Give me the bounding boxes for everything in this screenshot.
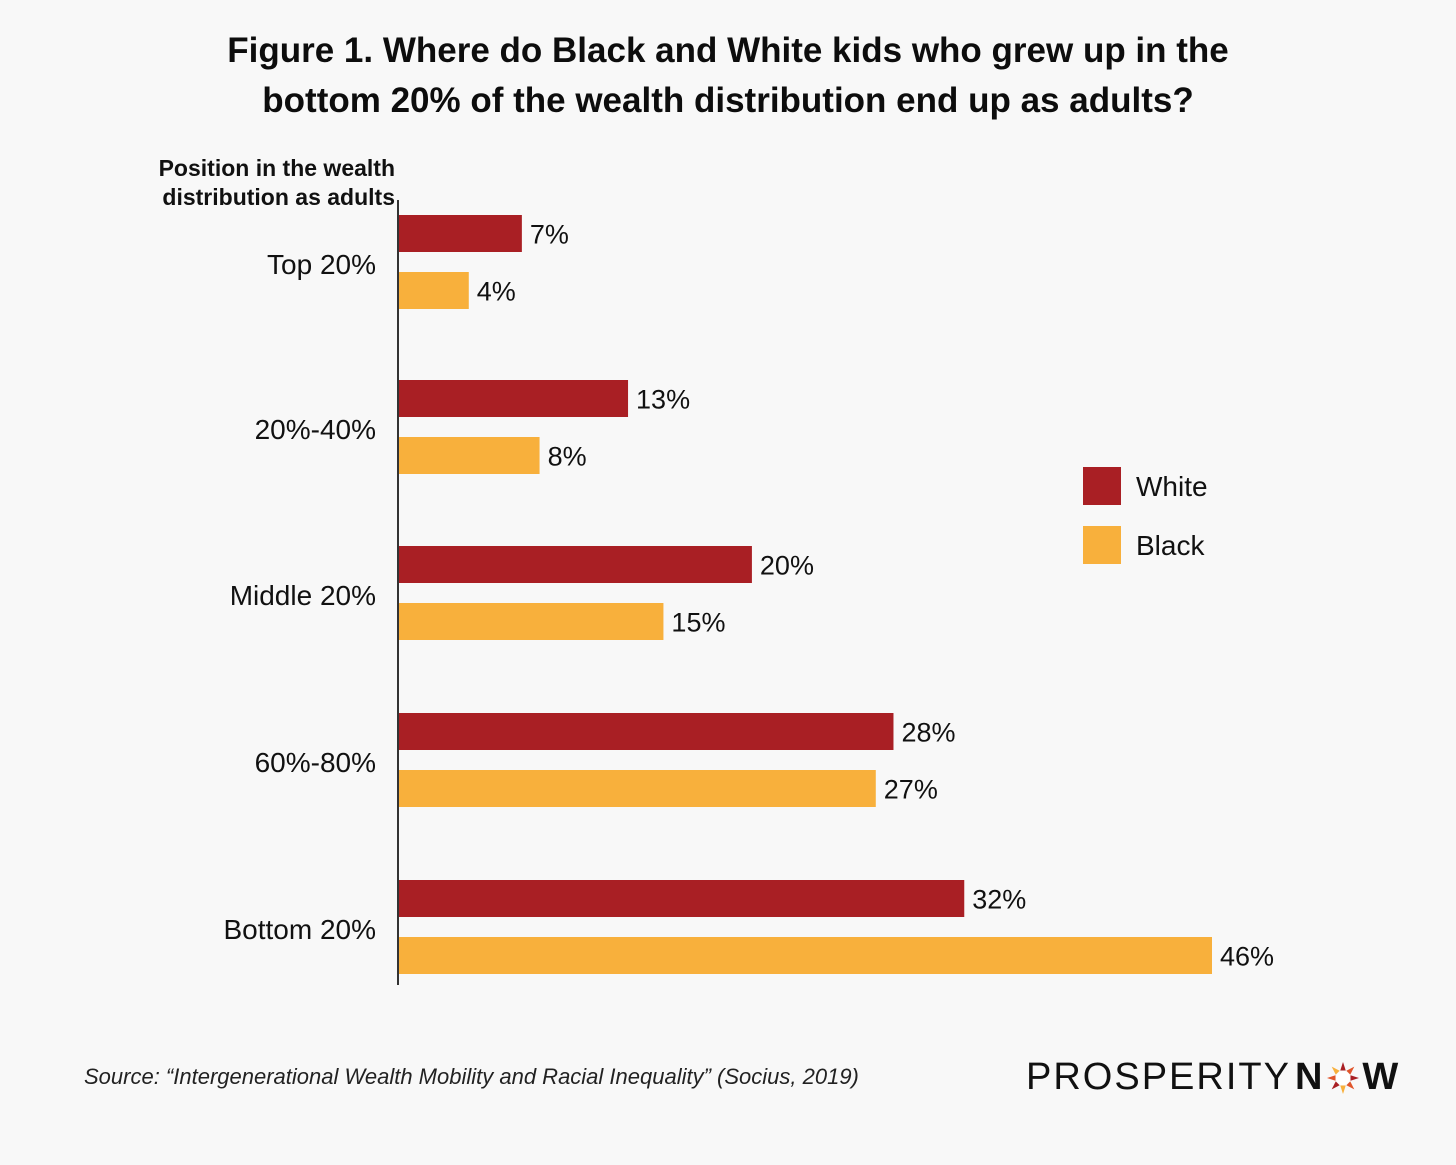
legend-label-white: White [1136,471,1208,502]
sun-ray [1332,1080,1341,1089]
logo-text-now: N W [1295,1056,1400,1099]
bar-black [398,272,469,309]
sun-ray [1340,1085,1347,1094]
y-axis-label-line-1: Position in the wealth [158,155,395,181]
data-label: 15% [671,608,725,638]
data-label: 28% [901,718,955,748]
bar-black [398,770,876,807]
sun-ray [1327,1074,1336,1081]
data-label: 8% [548,442,587,472]
bar-white [398,380,629,417]
category-label: Bottom 20% [223,914,376,945]
data-label: 32% [972,885,1026,915]
legend-swatch-black [1083,526,1121,564]
sun-ray [1346,1066,1355,1075]
bar-white [398,713,894,750]
logo-text-prosperity: PROSPERITY [1026,1056,1291,1098]
sun-ray [1350,1074,1360,1081]
category-label: 60%-80% [255,747,376,778]
category-label: 20%-40% [255,414,376,445]
sun-ray [1340,1061,1347,1070]
data-label: 13% [636,385,690,415]
bar-white [398,215,522,252]
data-label: 7% [530,220,569,250]
data-label: 27% [884,775,938,805]
category-label: Top 20% [267,249,376,280]
source-note: Source: “Intergenerational Wealth Mobili… [84,1064,859,1089]
y-axis-label: Position in the wealth distribution as a… [110,154,395,212]
chart-title: Figure 1. Where do Black and White kids … [0,26,1456,126]
category-label: Middle 20% [230,580,376,611]
bar-black [398,603,664,640]
sun-ray [1332,1066,1341,1075]
sun-star-icon [1327,1061,1360,1094]
legend-swatch-white [1083,467,1121,505]
sun-ray [1346,1080,1355,1089]
chart-title-line-1: Figure 1. Where do Black and White kids … [227,31,1229,70]
bar-white [398,546,752,583]
legend-label-black: Black [1136,530,1205,561]
bar-white [398,880,965,917]
bar-black [398,937,1212,974]
bar-black [398,437,540,474]
data-label: 46% [1220,942,1274,972]
y-axis-label-line-2: distribution as adults [162,184,395,210]
prosperity-now-logo: PROSPERITY N W [1026,1056,1400,1099]
logo-letter-w: W [1362,1056,1401,1098]
data-label: 20% [760,551,814,581]
chart-title-line-2: bottom 20% of the wealth distribution en… [262,81,1194,120]
data-label: 4% [477,277,516,307]
logo-letter-n: N [1294,1056,1325,1098]
